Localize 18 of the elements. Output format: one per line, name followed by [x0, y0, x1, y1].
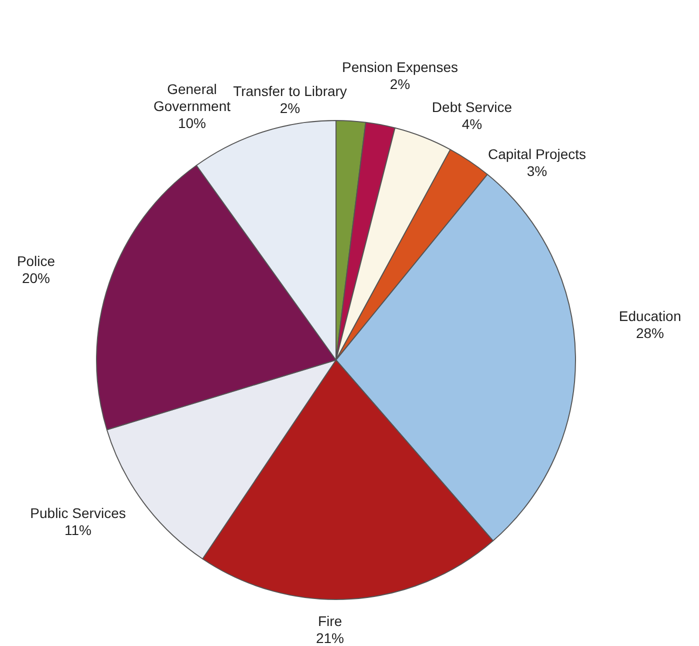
data-label: 11%	[64, 522, 92, 538]
slice-label: Debt Service	[432, 98, 512, 115]
slice-label: Police	[16, 252, 56, 269]
data-label: 28%	[636, 324, 664, 341]
data-label: 2%	[390, 76, 410, 92]
data-label: 4%	[462, 116, 482, 132]
data-label: 10%	[178, 114, 206, 131]
data-label: 20%	[22, 270, 50, 286]
slice-label: Education	[618, 308, 682, 324]
data-label: 2%	[280, 100, 300, 116]
slice-label: General Government	[153, 80, 231, 114]
data-label: 21%	[316, 630, 344, 646]
slice-label: Public Services	[30, 504, 126, 521]
slice-label: Pension Expenses	[342, 58, 458, 75]
data-label: 3%	[526, 162, 548, 179]
slice-label: Fire	[318, 612, 342, 629]
slice-label: Capital Projects	[488, 146, 586, 162]
slice-label: Transfer to Library	[233, 82, 347, 99]
